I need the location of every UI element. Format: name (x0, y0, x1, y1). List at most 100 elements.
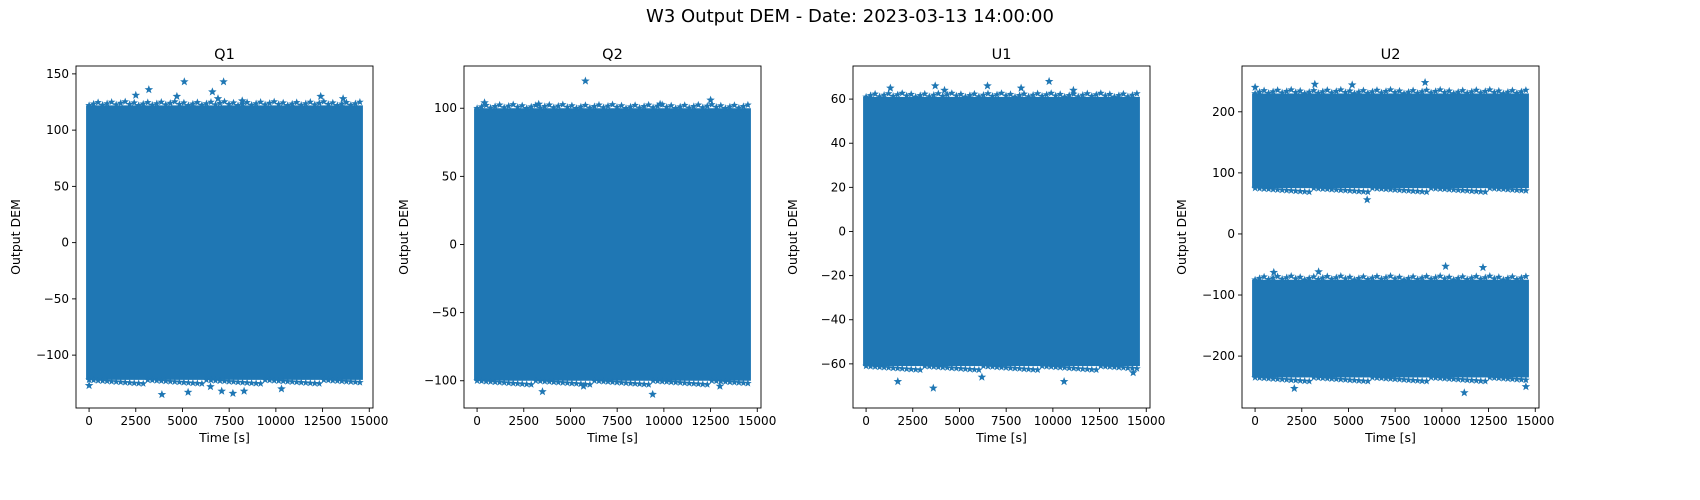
x-tick-label: 12500 (303, 414, 341, 428)
scatter-point (617, 101, 626, 109)
scatter-point (1015, 91, 1024, 99)
scatter-point (730, 101, 739, 109)
scatter-point (1251, 275, 1259, 283)
scatter-point (1427, 88, 1435, 96)
scatter-point (220, 97, 229, 105)
scatter-point (988, 362, 997, 370)
scatter-point (1065, 91, 1073, 99)
scatter-point (1427, 275, 1435, 283)
scatter-point (1319, 87, 1327, 95)
scatter-point (112, 100, 120, 108)
scatter-point (1300, 187, 1309, 195)
scatter-point (144, 98, 152, 106)
scatter-point (1260, 374, 1268, 382)
scatter-point (658, 377, 666, 385)
scatter-point (930, 81, 940, 90)
x-tick-label: 2500 (509, 414, 540, 428)
scatter-point (311, 100, 319, 108)
scatter-point (261, 100, 269, 108)
scatter-point (1350, 275, 1359, 283)
scatter-point (1069, 364, 1078, 372)
data-points (1250, 78, 1531, 397)
y-axis-label: Output DEM (8, 199, 23, 275)
scatter-point (1332, 87, 1341, 95)
scatter-point (898, 89, 906, 97)
scatter-point (1400, 89, 1408, 97)
data-points (84, 77, 364, 399)
scatter-point (577, 379, 585, 388)
y-tick-label: 0 (449, 237, 457, 251)
scatter-point (238, 378, 247, 386)
scatter-point (1454, 274, 1462, 282)
scatter-point (911, 365, 920, 373)
scatter-point (1264, 374, 1273, 382)
scatter-point (977, 372, 987, 381)
y-tick-label: 100 (46, 123, 69, 137)
scatter-point (1508, 272, 1517, 280)
scatter-point (655, 99, 665, 108)
scatter-point (886, 83, 895, 92)
scatter-point (1029, 91, 1037, 99)
scatter-point (1020, 89, 1028, 98)
scatter-point (172, 91, 182, 100)
scatter-point (134, 379, 143, 387)
scatter-point (1287, 85, 1295, 93)
scatter-point (1373, 272, 1381, 280)
scatter-point (1255, 274, 1264, 282)
scatter-point (1278, 275, 1286, 283)
scatter-point (984, 362, 992, 370)
scatter-point (1273, 375, 1282, 383)
scatter-point (189, 379, 197, 387)
scatter-point (1269, 267, 1278, 277)
scatter-point (1463, 275, 1471, 283)
scatter-point (1445, 185, 1453, 193)
scatter-point (333, 376, 342, 385)
scatter-point (712, 103, 721, 111)
scatter-point (690, 102, 698, 110)
scatter-point (1328, 374, 1336, 382)
scatter-point (1395, 186, 1404, 194)
scatter-point (866, 91, 875, 99)
scatter-point (1269, 87, 1277, 95)
scatter-point (1495, 184, 1503, 192)
scatter-point (966, 365, 974, 373)
scatter-point (225, 100, 233, 108)
scatter-point (1355, 88, 1363, 96)
scatter-point (207, 376, 215, 384)
x-axis-label: Time [s] (1364, 430, 1416, 445)
scatter-point (1124, 364, 1132, 372)
x-axis-label: Time [s] (586, 430, 638, 445)
scatter-point (875, 92, 884, 100)
scatter-point (948, 89, 956, 97)
scatter-point (916, 365, 924, 374)
scatter-point (1006, 364, 1015, 372)
scatter-point (1495, 86, 1503, 95)
scatter-point (1513, 186, 1521, 194)
x-tick-label: 0 (85, 414, 93, 428)
scatter-point (1463, 186, 1471, 194)
scatter-point (1291, 274, 1300, 282)
scatter-point (238, 99, 247, 108)
scatter-point (699, 103, 707, 111)
scatter-point (1264, 275, 1273, 283)
scatter-point (685, 103, 693, 112)
scatter-point (1260, 184, 1268, 192)
panel-title: U1 (992, 47, 1012, 63)
scatter-point (1287, 376, 1295, 384)
y-tick-label: 50 (54, 179, 69, 193)
axes-frame (1241, 65, 1540, 409)
scatter-point (715, 381, 725, 390)
x-tick-label: 5000 (555, 414, 586, 428)
scatter-point (1377, 275, 1386, 283)
scatter-point (671, 104, 680, 112)
scatter-point (274, 100, 283, 108)
scatter-point (1323, 185, 1332, 193)
scatter-point (586, 103, 594, 112)
scatter-point (1079, 364, 1087, 373)
y-tick-label: −200 (1202, 349, 1235, 363)
scatter-point (640, 380, 648, 388)
scatter-point (306, 98, 315, 106)
y-axis-label: Output DEM (396, 199, 411, 275)
dense-band-1 (1252, 279, 1529, 378)
